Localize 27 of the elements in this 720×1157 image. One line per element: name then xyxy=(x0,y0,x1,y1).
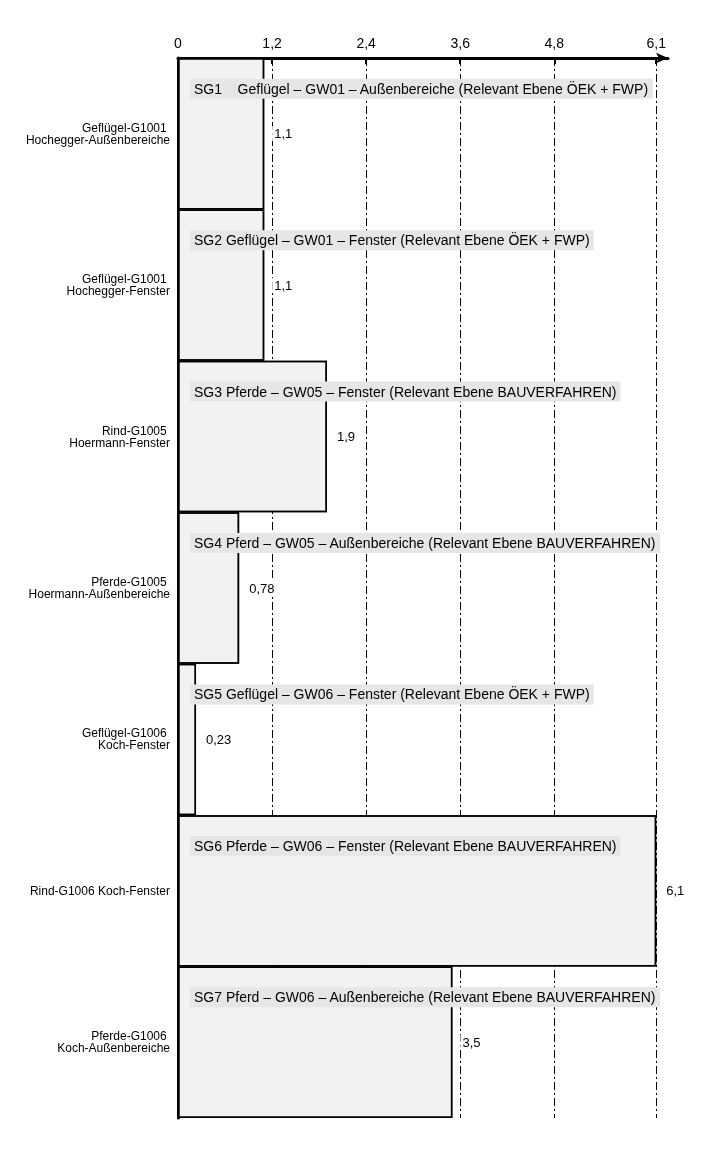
y-tick-label: Pferde-G1005 Hoermann-Außenbereiche xyxy=(28,575,171,601)
y-tick-label: Rind-G1006 Koch-Fenster xyxy=(29,883,170,898)
y-tick-label: Geflügel-G1001 Hochegger-Außenbereiche xyxy=(25,120,171,147)
x-tick-label: 0 xyxy=(174,35,183,51)
x-tick-label: 3,6 xyxy=(450,35,471,51)
x-tick-label: 6,1 xyxy=(646,35,667,51)
data-label: 1,9 xyxy=(336,429,356,445)
y-tick-label: Pferde-G1006 Koch-Außenbereiche xyxy=(57,1029,171,1056)
data-label: 1,1 xyxy=(274,126,293,142)
annotation: SG7 Pferd – GW06 – Außenbereiche (Relevant Ebene BAUVERFAHREN) xyxy=(194,989,656,1006)
y-tick-label: Rind-G1005 Hoermann-Fenster xyxy=(69,423,170,450)
data-label: 3,5 xyxy=(462,1034,481,1050)
annotation: SG4 Pferd – GW05 – Außenbereiche (Relevant Ebene BAUVERFAHREN) xyxy=(194,535,656,551)
annotation: SG6 Pferde – GW06 – Fenster (Relevant Ebene BAUVERFAHREN) xyxy=(194,837,617,854)
annotation: SG2 Geflügel – GW01 – Fenster (Relevant Ebene ÖEK + FWP) xyxy=(194,231,590,249)
annotation: SG5 Geflügel – GW06 – Fenster (Relevant Ebene ÖEK + FWP) xyxy=(194,685,590,703)
y-tick-label: Geflügel-G1006 Koch-Fenster xyxy=(81,726,170,753)
annotation: SG3 Pferde – GW05 – Fenster (Relevant Ebene BAUVERFAHREN) xyxy=(194,383,617,400)
data-label: 0,23 xyxy=(206,731,232,747)
annotation: SG1 Geflügel – GW01 – Außenbereiche (Relevant Ebene ÖEK + FWP) xyxy=(194,79,649,97)
y-tick-label: Geflügel-G1001 Hochegger-Fenster xyxy=(66,272,170,299)
x-tick-label: 1,2 xyxy=(262,35,283,51)
data-label: 0,78 xyxy=(249,580,275,596)
x-tick-label: 4,8 xyxy=(544,35,565,51)
x-tick-label: 2,4 xyxy=(356,35,377,51)
data-label: 1,1 xyxy=(274,277,293,293)
data-label: 6,1 xyxy=(666,883,685,899)
